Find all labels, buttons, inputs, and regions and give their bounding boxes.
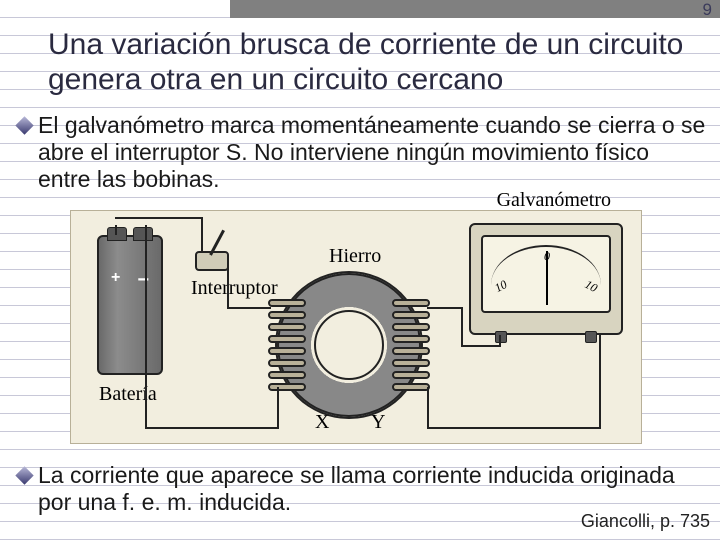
iron-ring-inner [314,310,384,380]
slide-title: Una variación brusca de corriente de un … [48,28,704,97]
label-switch: Interruptor [191,277,278,300]
circuit-figure: + − Batería Interruptor Hierro X Y 10 0 [70,210,642,444]
coil-x-icon [268,299,306,391]
wire [427,307,463,309]
wire [201,217,203,253]
label-galvanometer: Galvanómetro [497,189,611,212]
slide-number: 9 [703,0,712,20]
header-bar [230,0,720,18]
wire [115,217,203,219]
wire [277,387,279,429]
battery-plus: + [111,269,120,287]
bullet-1: El galvanómetro marca momentáneamente cu… [20,112,706,193]
label-y: Y [371,411,385,434]
battery-icon: + − [97,235,163,375]
wire [427,387,429,429]
wire [599,335,601,429]
galvanometer-face: 10 0 10 [481,235,611,313]
wire [461,307,463,347]
label-x: X [315,411,329,434]
galvanometer-icon: 10 0 10 [469,223,623,335]
wire [115,225,117,235]
label-battery: Batería [99,383,157,406]
galv-terminal-left-icon [495,331,507,343]
wire [227,261,229,309]
citation-text: Giancolli, p. 735 [581,511,710,532]
galv-scale-center: 0 [544,249,550,264]
battery-minus: − [137,269,149,292]
bullet-2: La corriente que aparece se llama corrie… [20,462,706,516]
wire [499,335,501,347]
wire [461,345,501,347]
wire [145,225,147,429]
label-iron: Hierro [329,245,381,268]
galv-terminal-right-icon [585,331,597,343]
wire [427,427,601,429]
wire [227,307,271,309]
coil-y-icon [392,299,430,391]
wire [145,427,279,429]
